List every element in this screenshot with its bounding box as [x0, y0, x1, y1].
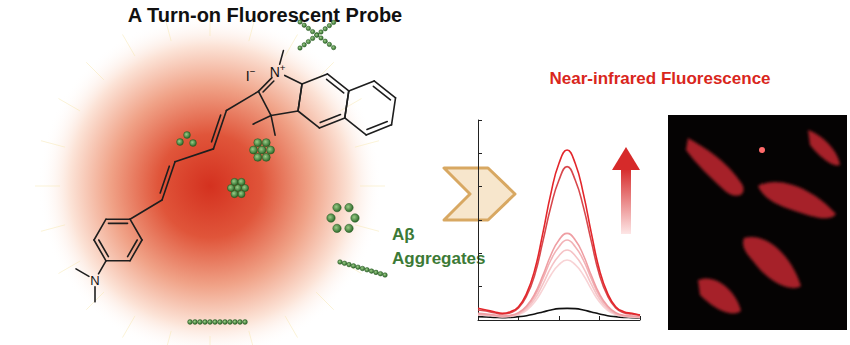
- svg-text:Aβ: Aβ: [392, 225, 415, 244]
- svg-text:I−: I−: [246, 66, 256, 84]
- svg-text:Near-infrared Fluorescence: Near-infrared Fluorescence: [549, 69, 770, 88]
- svg-text:Aggregates: Aggregates: [392, 249, 486, 268]
- svg-text:A Turn-on Fluorescent Probe: A Turn-on Fluorescent Probe: [128, 4, 402, 26]
- svg-text:N+: N+: [270, 62, 286, 80]
- svg-text:N: N: [90, 273, 99, 288]
